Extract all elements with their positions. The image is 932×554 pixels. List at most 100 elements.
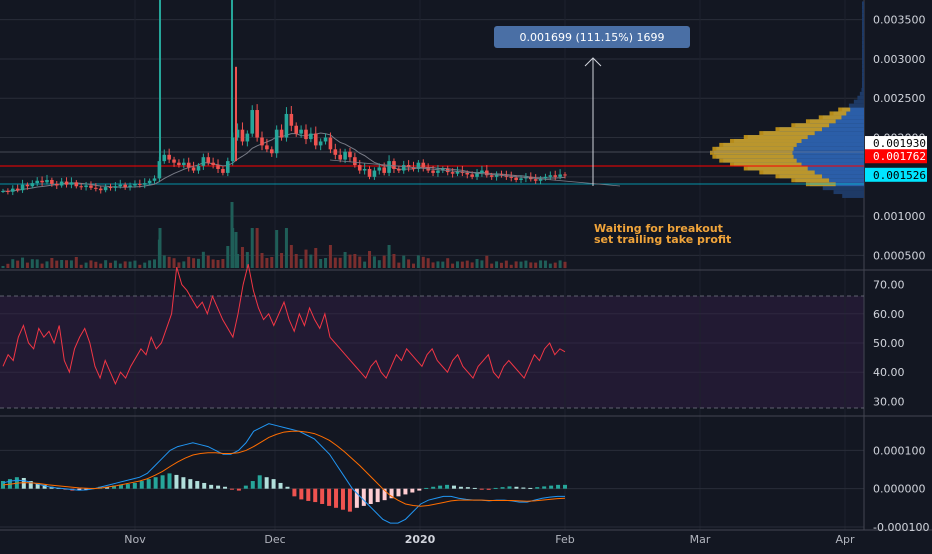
volume-bar	[363, 261, 367, 268]
candle-body	[294, 125, 299, 134]
macd-histogram-bar	[472, 487, 477, 489]
candle-body	[304, 129, 308, 140]
volume-profile-highlight	[775, 174, 822, 179]
candle-body	[313, 133, 318, 146]
candle-body	[318, 141, 323, 146]
candle-body	[475, 172, 479, 177]
macd-histogram-bar	[486, 488, 491, 490]
volume-bar	[436, 261, 440, 268]
rsi-tick-label: 60.00	[873, 308, 905, 321]
volume-bar	[94, 261, 98, 268]
volume-bar	[113, 260, 117, 268]
volume-bar	[250, 228, 254, 268]
macd-histogram-bar	[535, 487, 540, 489]
candle-body	[265, 145, 269, 150]
macd-histogram-bar	[257, 475, 262, 489]
candle-body	[206, 157, 211, 163]
macd-histogram-bar	[146, 479, 151, 489]
measure-arrow-head	[584, 57, 602, 67]
candle-body	[323, 137, 328, 142]
volume-profile-highlight	[710, 150, 793, 155]
candle-body	[284, 113, 289, 138]
candle-body	[543, 176, 548, 179]
candle-body	[274, 129, 279, 154]
trend-line[interactable]	[329, 159, 621, 187]
macd-axis[interactable]: 0.000100 0.000000 -0.000100	[873, 444, 929, 534]
volume-bar	[206, 255, 210, 268]
macd-histogram-bar	[167, 473, 172, 489]
volume-bar	[79, 264, 83, 268]
volume-profile-highlight	[712, 154, 794, 159]
volume-profile-bar	[862, 40, 864, 45]
candle-body	[509, 176, 514, 178]
volume-profile-bar	[862, 44, 864, 49]
volume-bar	[534, 262, 538, 268]
volume-bar	[148, 260, 152, 268]
candle-body	[59, 181, 64, 186]
volume-bar	[348, 254, 352, 268]
candle-body	[465, 172, 470, 175]
candle-body	[74, 182, 79, 187]
candle-body	[113, 186, 118, 188]
macd-histogram-bar	[28, 481, 33, 489]
candle-body	[309, 133, 313, 140]
volume-profile-highlight	[719, 142, 797, 147]
macd-histogram-bar	[549, 485, 554, 489]
volume-profile-highlight	[791, 178, 830, 183]
macd-histogram-bar	[340, 488, 345, 510]
volume-profile-bar	[861, 87, 864, 92]
volume-bar	[104, 260, 108, 268]
candle-body	[186, 162, 191, 168]
macd-histogram-bar	[424, 487, 429, 489]
candle-body	[69, 182, 74, 185]
candle-body	[353, 157, 357, 166]
candle-body	[10, 188, 15, 192]
macd-histogram-bar	[403, 488, 408, 495]
volume-bar	[548, 263, 552, 268]
macd-histogram-bar	[389, 488, 394, 499]
rsi-line	[2, 264, 566, 386]
macd-histogram-bar	[264, 477, 269, 489]
candle-body	[255, 110, 259, 138]
annotation-line-1[interactable]: Waiting for breakout	[594, 222, 723, 235]
rsi-axis[interactable]: 70.00 60.00 50.00 40.00 30.00	[873, 279, 905, 409]
candle-body	[299, 129, 303, 134]
volume-bar	[55, 260, 59, 268]
volume-bar	[324, 258, 328, 268]
macd-histogram-bar	[431, 486, 436, 489]
volume-bar	[255, 228, 259, 268]
macd-histogram-bar	[42, 484, 47, 489]
volume-bar	[6, 263, 10, 268]
volume-bar	[460, 261, 464, 268]
macd-histogram-bar	[361, 488, 366, 506]
annotation-line-2[interactable]: set trailing take profit	[594, 233, 731, 246]
volume-bar	[504, 260, 508, 268]
price-tag-bg	[865, 149, 927, 164]
candle-body	[50, 179, 54, 184]
time-axis[interactable]: Nov Dec 2020 Feb Mar Apr	[124, 533, 855, 546]
volume-bar	[421, 256, 425, 268]
volume-profile-bar	[857, 95, 864, 100]
candle-body	[362, 168, 367, 171]
volume-bar	[499, 262, 503, 268]
candles	[1, 0, 567, 196]
candle-body	[6, 190, 10, 192]
measure-bubble[interactable]	[494, 26, 690, 48]
volume-bar	[133, 260, 137, 268]
volume-bar	[260, 253, 264, 268]
macd-histogram-bar	[542, 486, 547, 489]
candle-body	[514, 177, 518, 180]
candle-body	[191, 167, 196, 171]
volume-bar	[236, 254, 240, 268]
volume-bar	[377, 260, 381, 268]
macd-tick-label: 0.000000	[873, 483, 926, 496]
volume-bar	[392, 254, 396, 268]
rsi-tick-label: 50.00	[873, 337, 905, 350]
time-tick-label: Mar	[690, 533, 711, 546]
macd-histogram-bar	[556, 484, 561, 489]
volume-bar	[509, 264, 513, 268]
volume-profile-bar	[822, 115, 864, 120]
